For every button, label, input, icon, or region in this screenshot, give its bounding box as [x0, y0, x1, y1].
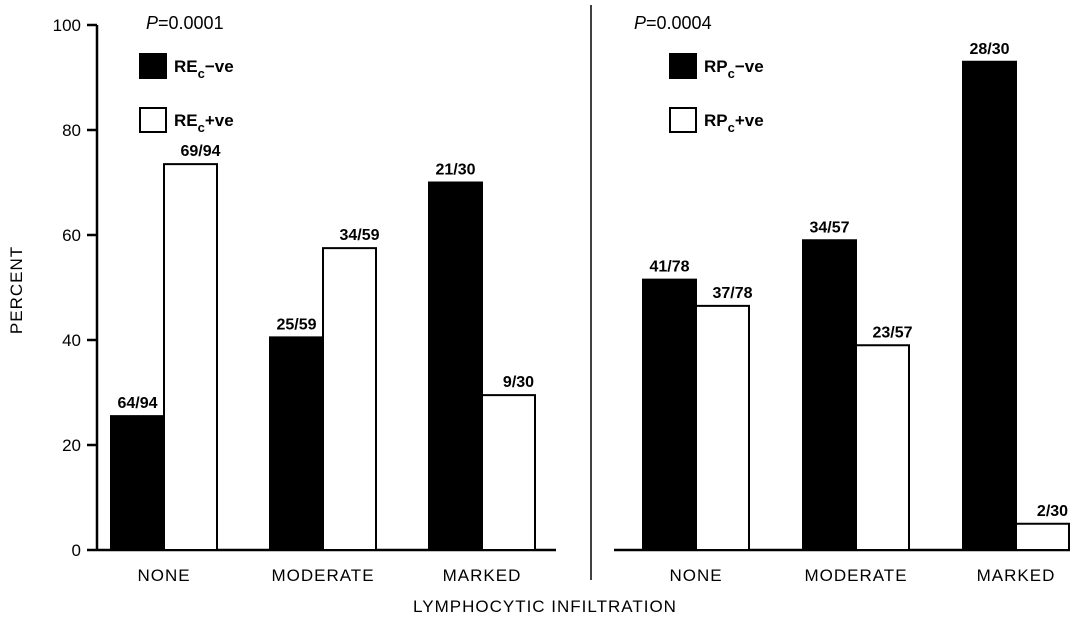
bar-value-label: 69/94 [180, 143, 220, 160]
p-value-letter: P [146, 13, 158, 33]
p-value: P=0.0004 [634, 13, 712, 33]
bar-marked-positive [1015, 522, 1070, 551]
bar-moderate-negative [269, 336, 324, 551]
bar-moderate-positive [322, 247, 377, 551]
p-value-number: =0.0004 [646, 13, 712, 33]
left-panel: 0 20 40 60 80 100 PERCENT 64/94 69/94 NONE 25/59 34… [7, 13, 556, 585]
legend-swatch [669, 107, 697, 133]
bar-value-label: 21/30 [435, 162, 475, 179]
bar-marked-negative [962, 60, 1017, 551]
bar-marked-negative [428, 181, 483, 551]
y-tick-label: 20 [62, 436, 81, 455]
y-tick-label: 80 [62, 121, 81, 140]
category-label: NONE [137, 566, 190, 585]
y-tick-label: 100 [53, 16, 81, 35]
y-tick-label: 60 [62, 226, 81, 245]
p-value-number: =0.0001 [158, 13, 224, 33]
bar-value-label: 41/78 [649, 259, 689, 276]
bar-value-label: 64/94 [117, 395, 157, 412]
y-tick-label: 0 [72, 541, 81, 560]
y-axis-label: PERCENT [7, 246, 26, 334]
legend-label: REc+ve [174, 111, 234, 135]
bar-moderate-positive [855, 344, 910, 551]
bar-none-negative [110, 415, 165, 551]
bar-none-positive [163, 163, 218, 551]
bar-value-label: 28/30 [969, 41, 1009, 58]
bar-none-negative [642, 278, 697, 551]
bar-none-positive [695, 304, 750, 551]
p-value-letter: P [634, 13, 646, 33]
bar-value-label: 25/59 [276, 316, 316, 333]
y-tick-label: 40 [62, 331, 81, 350]
legend-swatch [669, 53, 697, 79]
category-label: MARKED [443, 566, 522, 585]
right-panel: 41/78 37/78 NONE 34/57 23/57 MODERATE 28/30 2/3… [614, 13, 1070, 585]
bar-value-label: 34/59 [339, 227, 379, 244]
legend-label: RPc+ve [704, 111, 764, 135]
legend-label: RPc−ve [704, 57, 764, 81]
bar-moderate-negative [802, 239, 857, 551]
bar-value-label: 34/57 [809, 219, 849, 236]
p-value: P=0.0001 [146, 13, 224, 33]
legend-swatch [139, 53, 167, 79]
bar-value-label: 37/78 [712, 285, 752, 302]
bar-value-label: 9/30 [503, 374, 534, 391]
category-label: MODERATE [271, 566, 374, 585]
bar-marked-positive [481, 394, 536, 551]
category-label: MODERATE [804, 566, 907, 585]
bar-value-label: 2/30 [1037, 503, 1068, 520]
legend-label: REc−ve [174, 57, 234, 81]
bar-value-label: 23/57 [872, 324, 912, 341]
category-label: NONE [669, 566, 722, 585]
category-label: MARKED [977, 566, 1056, 585]
legend-swatch [139, 107, 167, 133]
x-axis-label: LYMPHOCYTIC INFILTRATION [413, 597, 677, 616]
